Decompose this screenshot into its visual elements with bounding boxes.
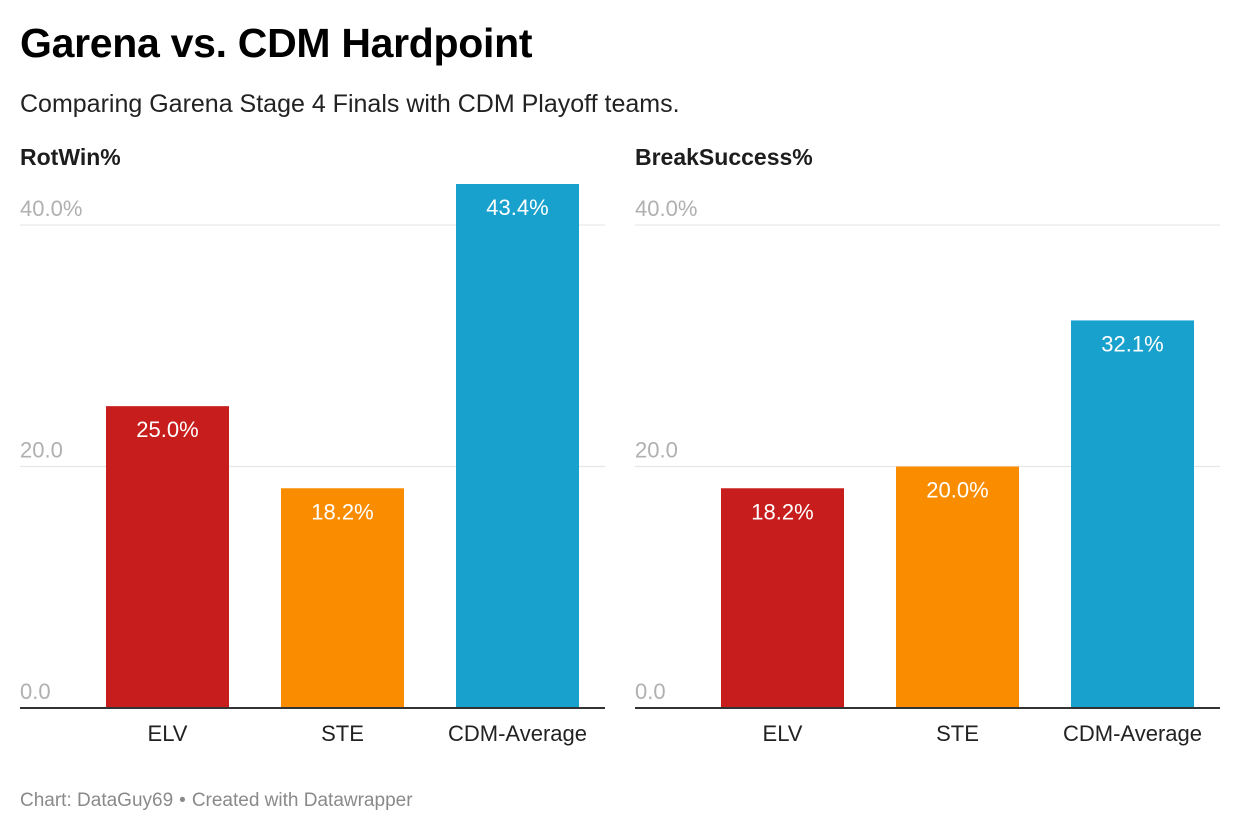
footer-credit: Chart: DataGuy69 • Created with Datawrappe… [20, 790, 413, 812]
chart-title: Garena vs. CDM Hardpoint [20, 20, 533, 66]
panel-title-breaksuccess: BreakSuccess% [635, 144, 813, 170]
chart-panel-breaksuccess: 0.0 20.0 40.0% 18.2% ELV 20.0% STE 32.1% CDM-Ave… [635, 140, 1220, 760]
bar-value-label: 18.2% [311, 499, 373, 524]
x-category-label: STE [936, 721, 979, 746]
x-category-label: STE [321, 721, 364, 746]
bar [456, 184, 579, 708]
x-category-label: CDM-Average [448, 721, 587, 746]
y-tick-label: 40.0% [635, 196, 697, 221]
x-category-label: ELV [763, 721, 803, 746]
bar-value-label: 32.1% [1101, 331, 1163, 356]
bar-value-label: 43.4% [486, 195, 548, 220]
footer-separator: • [179, 790, 186, 811]
panel-title-rotwin: RotWin% [20, 144, 121, 170]
bar-value-label: 25.0% [136, 417, 198, 442]
rotwin-plot: 0.0 20.0 40.0% 25.0% ELV 18.2% STE 43.4% CDM-Ave… [20, 184, 605, 746]
footer-author: DataGuy69 [77, 790, 174, 811]
bar [896, 466, 1019, 708]
y-tick-label: 0.0 [20, 679, 51, 704]
y-tick-label: 40.0% [20, 196, 82, 221]
bar [721, 488, 844, 708]
bar-value-label: 18.2% [751, 499, 813, 524]
y-tick-label: 0.0 [635, 679, 666, 704]
y-tick-label: 20.0 [635, 438, 678, 463]
footer-created-with: Created with Datawrapper [191, 790, 413, 811]
bar [1071, 320, 1194, 708]
y-tick-label: 20.0 [20, 438, 63, 463]
x-category-label: ELV [148, 721, 188, 746]
bar [281, 488, 404, 708]
breaksuccess-plot: 0.0 20.0 40.0% 18.2% ELV 20.0% STE 32.1% CDM-Ave… [635, 196, 1220, 746]
footer-chart-label: Chart: [20, 790, 72, 811]
chart-panel-rotwin: 0.0 20.0 40.0% 25.0% ELV 18.2% STE 43.4% CDM-Ave… [20, 140, 605, 760]
chart-subtitle: Comparing Garena Stage 4 Finals with CDM… [20, 90, 680, 118]
bar-value-label: 20.0% [926, 478, 988, 503]
bar [106, 406, 229, 708]
x-category-label: CDM-Average [1063, 721, 1202, 746]
